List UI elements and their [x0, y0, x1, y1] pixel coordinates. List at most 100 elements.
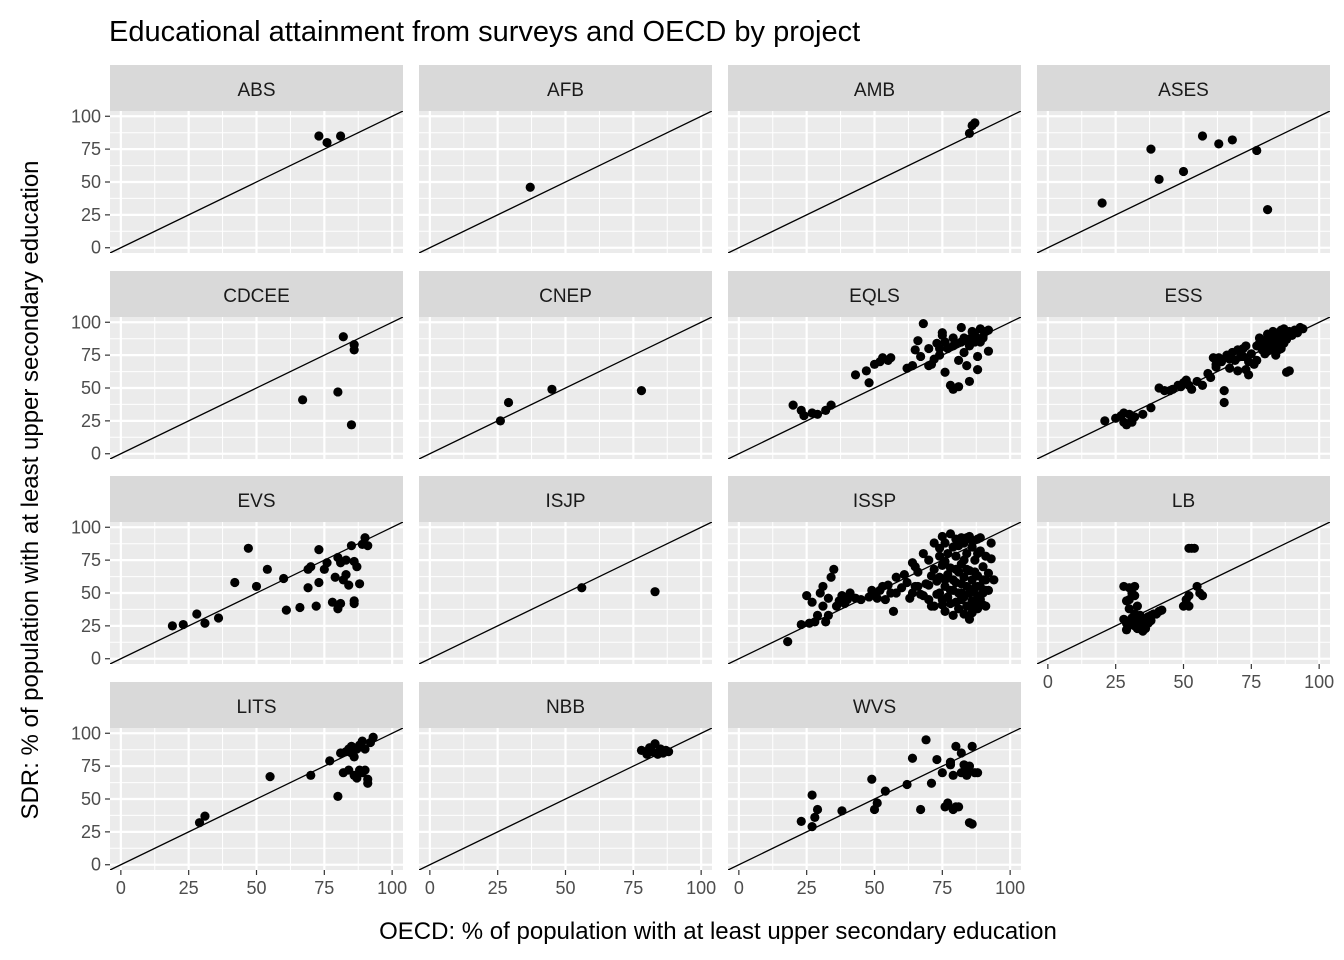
facet-label: NBB: [546, 697, 585, 718]
x-tick-label: 100: [686, 878, 716, 898]
facet-label: ASES: [1158, 80, 1209, 101]
x-tick-label: 50: [1173, 672, 1193, 692]
data-point: [341, 555, 351, 565]
data-point: [983, 325, 994, 335]
facet-issp: ISSP: [728, 476, 1021, 664]
data-point: [964, 601, 975, 611]
data-point: [1189, 543, 1199, 553]
data-point: [948, 333, 958, 343]
data-point: [926, 778, 937, 788]
data-point: [1130, 591, 1140, 601]
data-point: [1206, 372, 1216, 383]
data-point: [951, 564, 961, 574]
data-point: [962, 770, 972, 780]
data-point: [902, 577, 912, 588]
x-axis-title: OECD: % of population with at least uppe…: [379, 918, 1057, 945]
data-point: [823, 593, 833, 603]
data-point: [167, 621, 177, 631]
facet-label: LB: [1172, 491, 1195, 512]
facet-panels: ABS 0 25 50 75 100 AFB AMB ASES CDCEE 0 25 50 75 100 CN…: [71, 65, 1334, 898]
facet-strip: [110, 271, 403, 317]
data-point: [899, 569, 909, 580]
y-tick-label: 100: [71, 517, 101, 537]
data-point: [918, 591, 928, 601]
data-point: [1284, 366, 1294, 376]
data-point: [1146, 403, 1156, 413]
facet-strip: [1037, 271, 1330, 317]
data-point: [978, 333, 988, 343]
data-point: [1132, 601, 1142, 611]
panel-content: [419, 317, 712, 459]
data-point: [1197, 131, 1208, 141]
data-point: [972, 548, 983, 559]
x-tick-label: 25: [797, 878, 817, 898]
data-point: [1257, 338, 1267, 348]
data-point: [298, 395, 308, 405]
data-point: [918, 318, 928, 329]
data-point: [352, 562, 362, 572]
data-point: [951, 551, 961, 561]
data-point: [954, 802, 964, 812]
data-point: [807, 790, 817, 800]
panel-content: [728, 111, 1021, 253]
data-point: [495, 416, 505, 426]
data-point: [948, 575, 958, 585]
data-point: [349, 598, 359, 609]
data-point: [907, 588, 918, 598]
data-point: [230, 577, 240, 588]
data-point: [349, 752, 359, 762]
y-tick-label: 75: [81, 550, 101, 570]
y-axis-title: SDR: % of population with at least upper…: [17, 160, 44, 819]
reference-line: [1037, 111, 1330, 253]
data-point: [812, 804, 823, 815]
facet-nbb: NBB 0 25 50 75 100: [419, 682, 716, 898]
data-point: [1097, 198, 1107, 208]
x-tick-label: 0: [734, 878, 744, 898]
data-point: [837, 806, 847, 816]
data-point: [325, 756, 335, 766]
data-point: [178, 619, 188, 630]
data-point: [306, 770, 316, 780]
facet-abs: ABS 0 25 50 75 100: [71, 65, 403, 258]
y-tick-label: 50: [81, 789, 101, 809]
data-point: [972, 768, 983, 778]
facet-isjp: ISJP: [419, 476, 712, 664]
panel-content: [110, 111, 403, 253]
data-point: [338, 332, 348, 342]
data-point: [1130, 412, 1140, 422]
data-point: [940, 575, 950, 585]
data-point: [1187, 384, 1197, 394]
data-point: [322, 558, 332, 568]
data-point: [577, 583, 587, 593]
data-point: [970, 337, 980, 347]
y-tick-label: 0: [91, 855, 101, 875]
data-point: [344, 580, 354, 590]
data-point: [967, 741, 977, 752]
data-point: [1154, 174, 1164, 184]
y-tick-label: 25: [81, 205, 101, 225]
facet-strip: [728, 271, 1021, 317]
facet-label: LITS: [236, 697, 276, 718]
data-point: [935, 343, 945, 354]
data-point: [783, 637, 793, 647]
panel-content: [728, 728, 1021, 870]
facet-eqls: EQLS: [728, 271, 1021, 459]
data-point: [812, 409, 823, 419]
data-point: [891, 572, 901, 582]
data-point: [346, 420, 357, 430]
data-point: [1197, 591, 1208, 601]
data-point: [330, 572, 340, 582]
data-point: [802, 591, 812, 601]
data-point: [913, 581, 923, 592]
data-point: [888, 606, 899, 617]
data-point: [883, 580, 893, 590]
data-point: [194, 818, 205, 828]
data-point: [1214, 139, 1224, 149]
data-point: [251, 581, 262, 592]
data-point: [913, 567, 923, 577]
data-point: [943, 798, 953, 808]
data-point: [1252, 355, 1262, 365]
x-tick-label: 25: [1106, 672, 1126, 692]
data-point: [360, 533, 370, 543]
facet-label: AFB: [547, 80, 584, 101]
